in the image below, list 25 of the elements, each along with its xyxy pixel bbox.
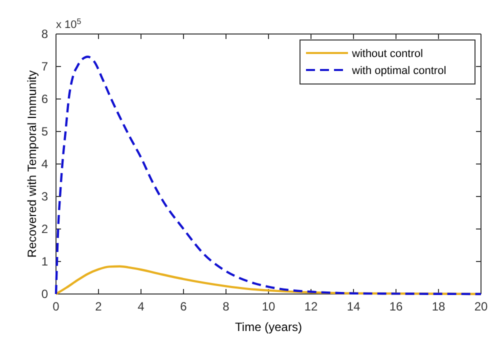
y-tick-label: 4	[41, 156, 48, 171]
x-tick-label: 16	[389, 300, 403, 314]
y-axis-title: Recovered with Temporal Immunity	[25, 70, 39, 258]
x-axis-title: Time (years)	[235, 320, 302, 334]
x-tick-label: 0	[52, 300, 60, 314]
legend-label: without control	[351, 48, 423, 60]
y-tick-label: 2	[41, 222, 48, 236]
x-tick-label: 8	[222, 300, 230, 314]
x-tick-label: 12	[304, 300, 318, 314]
x-tick-label: 18	[432, 300, 446, 314]
x-tick-label: 4	[138, 300, 145, 314]
y-tick-label: 6	[41, 92, 48, 106]
x-tick-label: 10	[262, 300, 276, 314]
y-tick-label: 5	[41, 124, 48, 138]
y-tick-label: 3	[41, 189, 48, 204]
text: x 10$^{5}$	[56, 16, 82, 31]
x-tick-label: 20	[474, 300, 488, 314]
y-tick-label: 7	[41, 59, 48, 74]
legend-label: with optimal control	[351, 65, 446, 77]
x-tick-label: 2	[95, 300, 102, 314]
x-tick-label: 14	[346, 300, 360, 314]
y-tick-label: 8	[41, 26, 48, 41]
y-tick-label: 1	[41, 254, 48, 268]
y-tick-label: 0	[41, 286, 48, 301]
x-tick-label: 6	[180, 300, 188, 314]
